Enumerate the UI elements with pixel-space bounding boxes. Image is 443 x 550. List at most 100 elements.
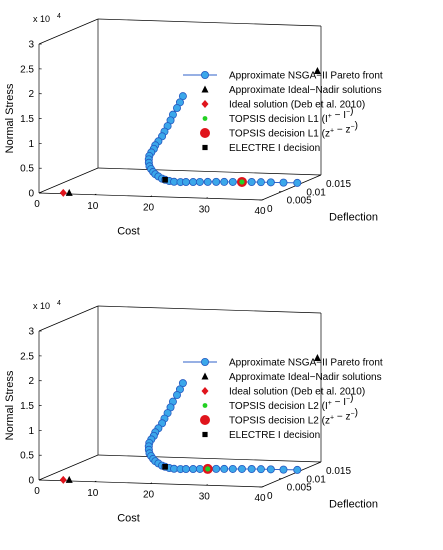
- x-tick-label: 40: [254, 206, 266, 217]
- pareto-point: [181, 465, 190, 474]
- legend-label-part: TOPSIS decision L1 (: [229, 129, 326, 140]
- topsis-i-point: [239, 179, 245, 185]
- legend-label-part: I: [325, 114, 328, 125]
- x-tick-mark: [150, 195, 153, 197]
- x-tick-mark: [38, 192, 41, 194]
- legend-label: ELECTRE I decision: [229, 430, 320, 441]
- legend-label: Ideal solution (Deb et al. 2010): [229, 387, 365, 398]
- pareto-point: [189, 178, 198, 187]
- electre-point: [162, 464, 168, 470]
- legend-label-part: −: [332, 110, 343, 121]
- legend-label-sup: −: [350, 411, 354, 418]
- legend-label-close: ): [355, 408, 358, 419]
- axis-top-left: [38, 305, 99, 332]
- x-tick-mark: [150, 482, 153, 484]
- x-tick-label: 10: [87, 488, 99, 499]
- pareto-point: [189, 465, 198, 474]
- legend-marker-small-circle: [202, 116, 208, 121]
- pareto-point: [181, 178, 190, 187]
- axis-top-back: [97, 305, 322, 314]
- legend-label-part: z: [325, 129, 330, 140]
- y-axis-label: Deflection: [329, 499, 378, 511]
- x-tick-mark: [261, 199, 264, 201]
- legend-label-sup: +: [330, 128, 334, 135]
- legend-marker-circle: [200, 357, 209, 366]
- x-tick-mark: [38, 479, 41, 481]
- legend-label-part: I: [343, 110, 346, 121]
- z-tick-label: 1.5: [20, 114, 34, 125]
- pareto-point: [293, 465, 302, 474]
- pareto-point: [256, 178, 265, 187]
- legend-marker-diamond: [201, 387, 209, 395]
- x-tick-label: 20: [143, 203, 155, 214]
- pareto-point: [195, 464, 204, 473]
- legend-label-part: −: [334, 412, 345, 423]
- legend-label-part: z: [345, 412, 350, 423]
- z-tick-label: 3: [28, 40, 34, 51]
- x-tick-mark: [94, 193, 97, 196]
- z-tick-label: 0: [28, 189, 34, 200]
- x-axis-label: Cost: [117, 513, 140, 525]
- x-tick-mark: [206, 197, 208, 199]
- y-tick-label: 0.005: [287, 483, 312, 494]
- legend-label-part: −: [334, 125, 345, 136]
- z-axis-label: Normal Stress: [4, 83, 16, 153]
- pareto-point: [172, 104, 181, 113]
- z-tick-label: 0.5: [20, 451, 34, 462]
- electre-point: [162, 177, 168, 183]
- z-tick-label: 0: [28, 476, 34, 487]
- z-tick-label: 2.5: [20, 64, 34, 75]
- pareto-point: [195, 177, 204, 186]
- z-tick-label: 0.5: [20, 164, 34, 175]
- legend-marker-diamond: [201, 100, 209, 108]
- ideal-nadir-point: [313, 66, 321, 74]
- ideal-nadir-point: [65, 188, 73, 196]
- legend-label-sup: −: [346, 396, 350, 403]
- ideal-solution-point: [59, 188, 67, 197]
- legend-label: TOPSIS decision L2 (I+ − I−): [229, 393, 353, 412]
- x-tick-mark: [206, 484, 208, 486]
- pareto-point: [220, 464, 229, 473]
- chart-panel-2: 00.511.522.53x 10 40 10 20 30 40 00.0050.010.0…: [4, 300, 383, 525]
- axis-back-floor-left: [38, 454, 99, 481]
- x-tick-mark: [261, 486, 264, 488]
- axis-y-line: [261, 461, 322, 488]
- y-tick-label: 0: [267, 491, 273, 502]
- legend-marker-small-circle: [202, 403, 208, 408]
- y-axis-label: Deflection: [329, 212, 378, 224]
- legend-label: TOPSIS decision L1 (z+ − z−): [229, 121, 358, 140]
- legend-label: Approximate Ideal−Nadir solutions: [229, 85, 382, 96]
- y-tick-label: 0.01: [306, 474, 326, 485]
- legend-label: TOPSIS decision L1 (I+ − I−): [229, 106, 353, 125]
- z-tick-label: 3: [28, 327, 34, 338]
- axis-back-floor-right: [97, 454, 322, 463]
- legend-marker-square: [202, 431, 208, 438]
- legend-label-part: TOPSIS decision L1 (: [229, 114, 326, 125]
- legend-label-part: I: [343, 397, 346, 408]
- x-tick-label: 20: [143, 490, 155, 501]
- legend-label: Approximate NSGA−II Pareto front: [229, 358, 383, 369]
- pareto-point: [220, 177, 229, 186]
- z-tick-label: 1: [28, 139, 34, 150]
- legend-label: Approximate NSGA−II Pareto front: [229, 71, 383, 82]
- pareto-point: [212, 464, 221, 473]
- legend-label-part: TOPSIS decision L2 (: [229, 401, 326, 412]
- legend-label: TOPSIS decision L2 (z+ − z−): [229, 408, 358, 427]
- axis-top-back: [97, 18, 322, 27]
- legend-label-sup: +: [328, 113, 332, 120]
- pareto-point: [247, 178, 256, 187]
- x-tick-label: 30: [199, 491, 211, 502]
- legend-marker-triangle: [201, 85, 209, 93]
- x-tick-label: 0: [34, 199, 40, 210]
- pareto-point: [228, 464, 237, 473]
- x-tick-label: 10: [87, 201, 99, 212]
- legend-label-part: I: [325, 401, 328, 412]
- axis-y-line: [261, 174, 322, 201]
- pareto-point: [256, 465, 265, 474]
- pareto-point: [266, 178, 275, 187]
- axis-back-floor-right: [97, 167, 322, 176]
- x-tick-label: 0: [34, 486, 40, 497]
- pareto-point: [203, 177, 212, 186]
- z-tick-label: 1: [28, 426, 34, 437]
